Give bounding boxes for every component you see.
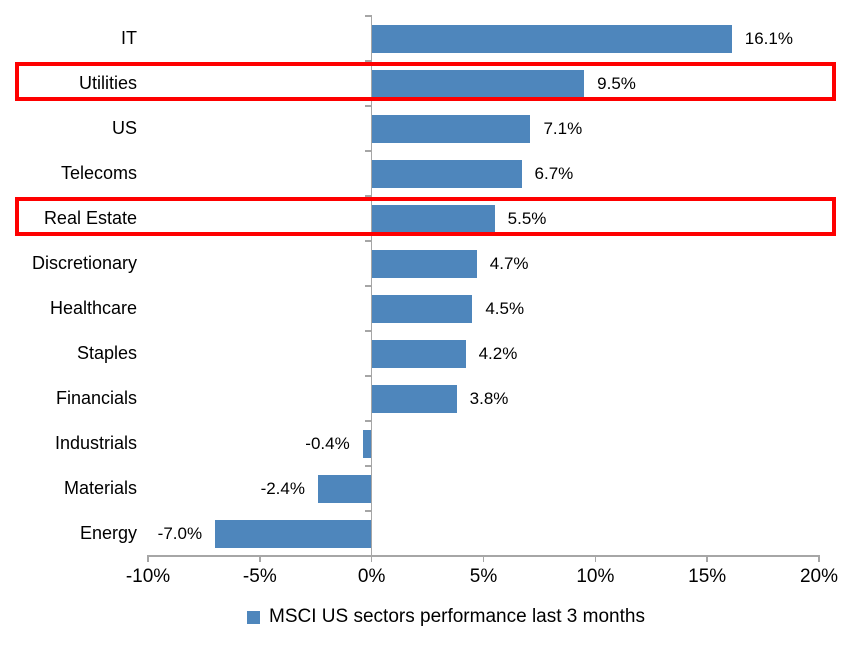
value-label: -2.4% [260,479,305,498]
x-axis-tick [594,555,597,562]
x-axis-tick-label: 10% [576,566,615,587]
bar [371,69,585,98]
y-axis-tick [364,285,372,287]
y-axis-tick [364,150,372,152]
category-label: US [111,118,137,138]
category-label: Discretionary [31,253,137,273]
bar [371,339,466,368]
value-label: 6.7% [534,164,574,183]
y-axis-line [370,15,373,556]
x-axis-tick-label: 0% [357,566,386,587]
y-axis-tick [364,375,372,377]
category-label: IT [121,28,137,48]
legend-label: MSCI US sectors performance last 3 month… [269,606,645,627]
value-label: 7.1% [543,119,583,138]
category-label: Telecoms [60,163,137,183]
bar [371,204,495,233]
x-axis-tick [482,555,485,562]
y-axis-tick [364,195,372,197]
bar [371,384,457,413]
y-axis-tick [364,60,372,62]
bar [371,24,732,53]
bar [371,114,531,143]
category-label: Materials [63,478,137,498]
x-axis-tick-label: 15% [688,566,727,587]
category-label: Industrials [54,433,137,453]
category-label: Utilities [78,73,137,93]
y-axis-tick [364,330,372,332]
value-label: 5.5% [507,209,547,228]
x-axis-tick-label: 5% [469,566,498,587]
x-axis-tick [147,555,149,562]
bar [371,159,522,188]
y-axis-tick [364,240,372,242]
value-label: 4.7% [489,254,529,273]
category-label: Healthcare [49,298,137,318]
x-axis-tick-label: -10% [125,566,171,587]
x-axis-tick-label: 20% [799,566,839,587]
highlight-box [15,197,836,236]
category-label: Staples [76,343,137,363]
x-axis-tick [370,555,373,562]
x-axis-tick [706,555,708,562]
highlight-box [15,62,836,101]
bar [317,474,372,503]
legend-marker-icon [247,610,261,624]
category-label: Financials [55,388,137,408]
y-axis-tick [364,15,372,17]
category-label: Real Estate [43,208,137,228]
y-axis-tick [364,420,372,422]
bar [215,519,372,548]
legend: MSCI US sectors performance last 3 month… [0,606,852,628]
value-label: 3.8% [469,389,509,408]
value-label: -7.0% [157,524,203,543]
value-label: 9.5% [597,74,636,93]
category-label: Energy [79,523,137,543]
x-axis-tick [259,555,261,562]
bar [362,429,372,458]
value-label: 4.5% [485,299,525,318]
bar [371,294,473,323]
bar [371,249,477,278]
y-axis-tick [364,465,372,467]
y-axis-tick [364,510,372,512]
x-axis-tick [818,555,820,562]
x-axis-tick-label: -5% [242,566,277,587]
value-label: -0.4% [305,434,350,453]
value-label: 4.2% [478,344,518,363]
value-label: 16.1% [744,29,793,48]
y-axis-tick [364,105,372,107]
